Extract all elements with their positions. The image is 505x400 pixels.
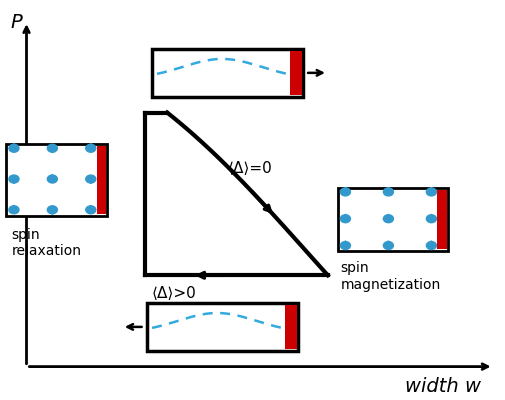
Text: width w: width w	[406, 377, 481, 396]
Circle shape	[426, 188, 436, 196]
Circle shape	[426, 215, 436, 223]
Circle shape	[9, 206, 19, 214]
Circle shape	[86, 144, 96, 152]
Text: ⟨Δ⟩=0: ⟨Δ⟩=0	[227, 161, 272, 176]
Text: ⟨Δ⟩>0: ⟨Δ⟩>0	[152, 286, 197, 301]
Circle shape	[9, 175, 19, 183]
Circle shape	[86, 175, 96, 183]
Bar	[285, 305, 297, 349]
Bar	[290, 51, 301, 95]
Circle shape	[47, 175, 58, 183]
Circle shape	[340, 188, 350, 196]
Circle shape	[9, 144, 19, 152]
Circle shape	[47, 206, 58, 214]
Circle shape	[340, 242, 350, 250]
Circle shape	[340, 215, 350, 223]
Bar	[7, 144, 107, 216]
Circle shape	[383, 215, 393, 223]
Circle shape	[383, 242, 393, 250]
Text: P: P	[11, 13, 22, 32]
Text: spin
relaxation: spin relaxation	[12, 228, 81, 258]
Text: spin
magnetization: spin magnetization	[340, 261, 441, 292]
Bar	[437, 190, 447, 250]
Circle shape	[47, 144, 58, 152]
Circle shape	[426, 242, 436, 250]
Bar	[338, 188, 448, 252]
Bar	[152, 49, 302, 97]
Circle shape	[383, 188, 393, 196]
Bar	[97, 146, 106, 214]
Bar	[147, 303, 298, 351]
Circle shape	[86, 206, 96, 214]
